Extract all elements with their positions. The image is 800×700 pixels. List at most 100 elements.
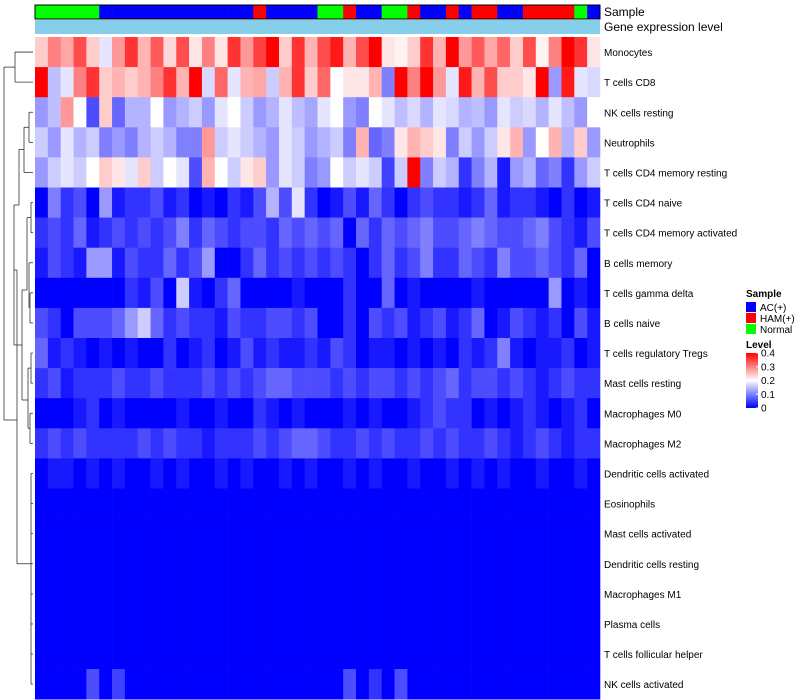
heatmap-cell — [240, 97, 254, 128]
heatmap-cell — [227, 157, 241, 188]
heatmap-cell — [176, 639, 190, 670]
heatmap-cell — [47, 368, 61, 399]
heatmap-cell — [35, 67, 49, 98]
sample-cell — [99, 5, 113, 19]
row-label: NK cells activated — [604, 680, 683, 691]
heatmap-cell — [227, 368, 241, 399]
heatmap-cell — [522, 217, 537, 248]
heatmap-cell — [124, 488, 139, 519]
heatmap-cell — [60, 548, 74, 580]
heatmap-cell — [484, 608, 498, 640]
heatmap-cell — [420, 368, 434, 399]
heatmap-cell — [253, 97, 267, 128]
heatmap-cell — [548, 187, 562, 218]
heatmap-cell — [112, 37, 126, 68]
heatmap-cell — [291, 458, 305, 489]
heatmap-cell — [291, 157, 305, 188]
heatmap-cell — [73, 488, 87, 519]
heatmap-cell — [445, 518, 460, 549]
sample-cell — [266, 5, 280, 19]
heatmap-cell — [60, 578, 74, 610]
heatmap-cell — [240, 518, 254, 549]
heatmap-cell — [150, 398, 164, 429]
heatmap-cell — [356, 368, 370, 399]
heatmap-cell — [163, 548, 177, 580]
heatmap-cell — [407, 217, 421, 248]
heatmap-cell — [433, 608, 447, 640]
sample-cell — [47, 5, 61, 19]
sample-cell — [240, 5, 254, 19]
heatmap-cell — [407, 578, 421, 610]
heatmap-cell — [99, 97, 113, 128]
heatmap-cell — [471, 187, 485, 218]
heatmap-cell — [137, 187, 151, 218]
sample-cell — [394, 5, 408, 19]
heatmap-cell — [86, 669, 100, 700]
heatmap-cell — [163, 398, 177, 429]
heatmap-cell — [548, 277, 562, 309]
heatmap-cell — [253, 67, 267, 98]
heatmap-cell — [137, 157, 151, 188]
heatmap-cell — [356, 127, 370, 158]
heatmap-cell — [189, 127, 203, 158]
heatmap-cell — [163, 488, 177, 519]
heatmap-cell — [574, 428, 588, 459]
heatmap-cell — [471, 157, 485, 188]
heatmap-cell — [124, 307, 139, 339]
heatmap-cell — [201, 458, 216, 489]
heatmap-cell — [86, 578, 100, 610]
heatmap-cell — [522, 37, 537, 68]
heatmap-cell — [394, 669, 408, 700]
heatmap-cell — [356, 338, 370, 369]
heatmap-cell — [35, 578, 49, 610]
heatmap-cell — [73, 578, 87, 610]
heatmap-cell — [420, 277, 434, 309]
heatmap-cell — [535, 277, 549, 309]
heatmap-cell — [47, 398, 61, 429]
heatmap-cell — [356, 157, 370, 188]
heatmap-cell — [60, 127, 74, 158]
heatmap-cell — [189, 398, 203, 429]
sample-cell — [214, 5, 228, 19]
heatmap-cell — [368, 669, 383, 700]
heatmap-cell — [458, 338, 472, 369]
heatmap-cell — [240, 157, 254, 188]
heatmap-cell — [201, 97, 216, 128]
heatmap-cell — [266, 157, 280, 188]
heatmap-cell — [330, 428, 344, 459]
heatmap-cell — [86, 67, 100, 98]
heatmap-cell — [587, 639, 601, 670]
heatmap-cell — [73, 639, 87, 670]
heatmap-cell — [484, 639, 498, 670]
heatmap-cell — [484, 187, 498, 218]
heatmap-cell — [343, 669, 357, 700]
heatmap-cell — [227, 247, 241, 279]
heatmap-cell — [112, 428, 126, 459]
heatmap-cell — [176, 37, 190, 68]
heatmap-cell — [356, 277, 370, 309]
heatmap-cell — [484, 488, 498, 519]
heatmap-cell — [497, 307, 511, 339]
heatmap-cell — [163, 157, 177, 188]
heatmap-cell — [317, 428, 331, 459]
heatmap-cell — [47, 488, 61, 519]
heatmap-cell — [484, 338, 498, 369]
heatmap-cell — [587, 578, 601, 610]
heatmap-cell — [394, 217, 408, 248]
row-label: T cells gamma delta — [604, 289, 694, 300]
heatmap-cell — [86, 428, 100, 459]
heatmap-cell — [548, 368, 562, 399]
heatmap-cell — [587, 368, 601, 399]
heatmap-cell — [176, 97, 190, 128]
heatmap-cell — [266, 458, 280, 489]
heatmap-cell — [227, 37, 241, 68]
heatmap-cell — [587, 428, 601, 459]
heatmap-cell — [291, 518, 305, 549]
heatmap-cell — [420, 639, 434, 670]
heatmap-cell — [253, 157, 267, 188]
heatmap-cell — [522, 187, 537, 218]
heatmap-cell — [112, 217, 126, 248]
heatmap-cell — [587, 247, 601, 279]
heatmap-cell — [137, 37, 151, 68]
heatmap-cell — [484, 428, 498, 459]
